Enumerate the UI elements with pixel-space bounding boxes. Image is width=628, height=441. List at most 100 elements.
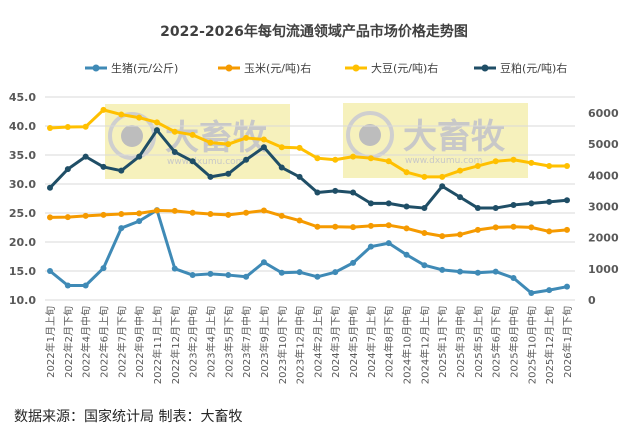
data-point	[260, 259, 267, 266]
legend-label: 大豆(元/吨)右	[371, 61, 438, 75]
footer-source: 数据来源：国家统计局 制表：大畜牧	[14, 408, 242, 425]
data-point	[171, 148, 178, 155]
data-point	[350, 259, 357, 266]
data-point	[189, 209, 196, 216]
data-point	[243, 209, 250, 216]
data-point	[314, 223, 321, 230]
data-point	[243, 156, 250, 163]
x-tick-label: 2022年2月下旬	[62, 306, 75, 378]
data-point	[82, 282, 89, 289]
data-point	[260, 144, 267, 151]
series	[47, 106, 570, 180]
data-point	[492, 205, 499, 212]
data-point	[136, 114, 143, 121]
data-point	[207, 173, 214, 180]
watermark-url: www.dxumu.com	[167, 157, 244, 167]
data-point	[64, 166, 71, 173]
x-tick-label: 2023年4月上旬	[204, 306, 217, 378]
data-point	[118, 225, 125, 232]
data-point	[314, 273, 321, 280]
data-point	[260, 136, 267, 143]
data-point	[171, 265, 178, 272]
data-point	[474, 205, 481, 212]
right-tick-label: 1000	[588, 263, 619, 276]
data-point	[528, 200, 535, 207]
data-point	[243, 134, 250, 141]
data-point	[421, 205, 428, 212]
left-tick-label: 45.0	[9, 91, 36, 104]
data-point	[47, 214, 53, 221]
x-tick-label: 2023年12月中旬	[294, 306, 307, 384]
legend-item: 玉米(元/吨)右	[218, 61, 311, 75]
data-point	[189, 131, 196, 138]
data-point	[439, 266, 446, 273]
data-point	[474, 269, 481, 276]
data-point	[171, 128, 178, 135]
series	[47, 207, 570, 297]
series	[47, 207, 570, 240]
data-point	[528, 159, 535, 166]
left-tick-label: 25.0	[9, 207, 36, 220]
right-tick-label: 4000	[588, 169, 619, 182]
x-tick-label: 2024年12月上旬	[418, 306, 431, 384]
data-point	[385, 222, 392, 229]
data-point	[118, 111, 125, 118]
data-point	[564, 197, 570, 204]
data-point	[207, 210, 214, 217]
data-point	[367, 155, 374, 162]
data-point	[100, 163, 107, 170]
x-tick-label: 2024年7月上旬	[365, 306, 378, 378]
right-tick-label: 5000	[588, 138, 619, 151]
data-point	[385, 200, 392, 207]
data-point	[225, 141, 232, 148]
data-point	[118, 210, 125, 217]
left-tick-label: 30.0	[9, 178, 36, 191]
data-point	[403, 203, 410, 210]
x-tick-label: 2022年4月中旬	[80, 306, 93, 378]
data-point	[296, 217, 303, 224]
data-point	[457, 167, 464, 174]
x-tick-label: 2023年7月中旬	[240, 306, 253, 378]
data-point	[457, 194, 464, 201]
data-point	[564, 283, 570, 290]
left-tick-label: 20.0	[9, 236, 36, 249]
data-point	[225, 211, 232, 218]
left-tick-label: 15.0	[9, 265, 36, 278]
x-tick-label: 2022年9月中旬	[133, 306, 146, 378]
data-point	[278, 144, 285, 151]
data-point	[564, 226, 570, 233]
data-point	[546, 287, 553, 294]
data-point	[64, 214, 71, 221]
x-tick-label: 2025年3月中旬	[454, 306, 467, 378]
data-point	[350, 153, 357, 160]
data-point	[118, 167, 125, 174]
x-tick-label: 2025年10月中旬	[525, 306, 538, 384]
data-point	[546, 228, 553, 235]
data-point	[100, 106, 107, 113]
data-point	[207, 270, 214, 277]
left-axis-ticks: 10.0 15.0 20.0 25.0 30.0 35.0 40.0 45.0	[9, 91, 36, 307]
data-point	[47, 184, 53, 191]
chart-title: 2022-2026年每旬流通领域产品市场价格走势图	[160, 23, 468, 40]
data-point	[367, 200, 374, 207]
data-point	[189, 158, 196, 165]
data-point	[510, 156, 517, 163]
data-point	[64, 124, 71, 131]
data-point	[546, 198, 553, 205]
data-point	[171, 207, 178, 214]
legend-item: 生猪(元/公斤)	[85, 61, 178, 75]
watermark-logo-icon	[359, 124, 381, 146]
data-point	[82, 123, 89, 130]
data-point	[332, 187, 339, 194]
x-tick-label: 2024年8月下旬	[383, 306, 396, 378]
legend-marker	[92, 64, 100, 72]
x-tick-label: 2022年11月上旬	[151, 306, 164, 384]
data-point	[439, 183, 446, 190]
data-point	[403, 225, 410, 232]
data-point	[100, 211, 107, 218]
data-point	[457, 231, 464, 238]
data-point	[350, 189, 357, 196]
right-tick-label: 3000	[588, 201, 619, 214]
data-point	[153, 207, 160, 214]
x-tick-label: 2022年12月下旬	[169, 306, 182, 384]
